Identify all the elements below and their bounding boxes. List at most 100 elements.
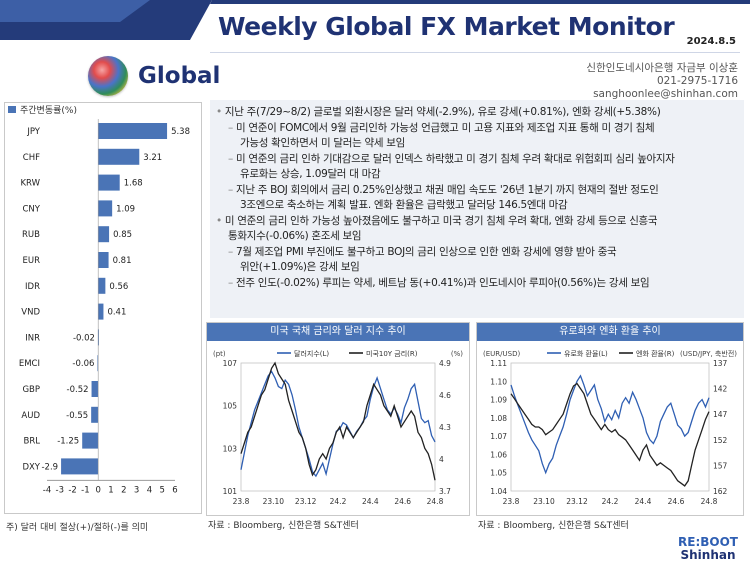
commentary-line: – 전주 인도(-0.02%) 루피는 약세, 베트남 동(+0.41%)과 인도… bbox=[228, 276, 736, 291]
x-tick-label: 24.6 bbox=[668, 497, 685, 506]
y-left-tick-label: 1.04 bbox=[490, 487, 507, 496]
bar-jpy bbox=[98, 123, 168, 139]
x-tick-label: -3 bbox=[56, 485, 64, 495]
bullet-marker: – bbox=[228, 152, 233, 165]
y-left-tick-label: 1.09 bbox=[490, 396, 507, 405]
commentary-text: 미 연준의 금리 인하 기대감으로 달러 인덱스 하락했고 미 경기 침체 우려… bbox=[235, 152, 675, 165]
x-tick-label: 5 bbox=[159, 485, 164, 495]
commentary-line: 가능성 확인하면서 미 달러는 약세 보임 bbox=[240, 136, 748, 151]
commentary-line: 유로화는 상승, 1.09달러 대 마감 bbox=[240, 167, 748, 182]
eur-jpy-chart-title: 유로화와 엔화 환율 추이 bbox=[477, 323, 743, 341]
x-tick-label: 23.8 bbox=[503, 497, 520, 506]
commentary-line: – 미 연준의 금리 인하 기대감으로 달러 인덱스 하락했고 미 경기 침체 우… bbox=[228, 152, 736, 167]
bar-value-label: -0.52 bbox=[67, 385, 89, 395]
bar-chf bbox=[98, 148, 140, 165]
commentary-line: • 지난 주(7/29~8/2) 글로벌 외환시장은 달러 약세(-2.9%), … bbox=[216, 105, 736, 120]
source-note-2: 자료 : Bloomberg, 신한은행 S&T센터 bbox=[478, 521, 629, 531]
bar-category-label: CHF bbox=[23, 153, 40, 163]
y-right-tick-label: 147 bbox=[713, 410, 728, 419]
y-right-tick-label: 142 bbox=[713, 385, 728, 394]
bar-value-label: -1.25 bbox=[57, 437, 79, 447]
x-tick-label: 24.6 bbox=[394, 497, 411, 506]
bar-value-label: 5.38 bbox=[171, 127, 190, 137]
commentary-text: 미 연준의 금리 인하 가능성 높아졌음에도 불구하고 미국 경기 침체 우려 … bbox=[224, 214, 658, 227]
legend-label: 달러지수(L) bbox=[294, 349, 329, 358]
bar-aud bbox=[91, 406, 99, 423]
left-axis-unit: (pt) bbox=[213, 350, 226, 358]
bar-brl bbox=[82, 432, 99, 449]
eur-jpy-chart-box: 유로화와 엔화 환율 추이 (EUR/USD) (USD/JPY, 축반전) 유로화… bbox=[476, 322, 744, 516]
commentary-line: – 미 연준이 FOMC에서 9월 금리인하 가능성 언급했고 미 고용 지표와 … bbox=[228, 121, 736, 136]
x-tick-label: 23.10 bbox=[263, 497, 285, 506]
bar-value-label: 0.56 bbox=[109, 282, 128, 292]
y-right-tick-label: 152 bbox=[713, 436, 728, 445]
commentary-line: • 미 연준의 금리 인하 가능성 높아졌음에도 불구하고 미국 경기 침체 우려… bbox=[216, 214, 736, 229]
series-line bbox=[240, 370, 436, 478]
us-yield-dxy-chart-title: 미국 국채 금리와 달러 지수 추이 bbox=[207, 323, 469, 341]
x-tick-label: 23.12 bbox=[566, 497, 588, 506]
bar-gbp bbox=[91, 381, 99, 397]
y-right-tick-label: 3.7 bbox=[439, 487, 451, 496]
y-left-tick-label: 1.10 bbox=[490, 377, 507, 386]
bar-category-label: VND bbox=[21, 308, 40, 318]
bar-value-label: 0.81 bbox=[113, 256, 132, 266]
x-tick-label: -2 bbox=[68, 485, 76, 495]
logo-line-2: Shinhan bbox=[680, 548, 736, 562]
bar-category-label: AUD bbox=[21, 411, 40, 421]
header-divider bbox=[210, 52, 740, 53]
page-title: Weekly Global FX Market Monitor bbox=[218, 12, 675, 41]
y-right-tick-label: 4 bbox=[439, 455, 444, 464]
commentary-line: 통화지수(-0.06%) 혼조세 보임 bbox=[228, 229, 736, 244]
bar-krw bbox=[98, 174, 120, 191]
header-banner bbox=[0, 0, 750, 40]
x-tick-label: 24.4 bbox=[362, 497, 379, 506]
x-tick-label: -1 bbox=[81, 485, 89, 495]
legend-label: 엔화 환율(R) bbox=[636, 349, 675, 358]
x-tick-label: 2 bbox=[121, 485, 126, 495]
y-left-tick-label: 1.06 bbox=[490, 450, 507, 459]
legend-label: 미국10Y 금리(R) bbox=[366, 349, 418, 358]
report-date: 2024.8.5 bbox=[686, 36, 736, 47]
commentary-text: 통화지수(-0.06%) 혼조세 보임 bbox=[228, 230, 362, 242]
x-tick-label: 23.8 bbox=[233, 497, 250, 506]
y-right-tick-label: 4.9 bbox=[439, 359, 451, 368]
bar-value-label: 3.21 bbox=[143, 153, 162, 163]
contact-name: 신한인도네시아은행 자금부 이상훈 bbox=[586, 62, 738, 74]
bar-category-label: DXY bbox=[22, 462, 40, 472]
commentary-line: 위안(+1.09%)은 강세 보임 bbox=[240, 260, 748, 275]
bar-category-label: EMCI bbox=[19, 359, 40, 369]
bar-category-label: IDR bbox=[25, 282, 40, 292]
y-left-tick-label: 1.07 bbox=[490, 432, 507, 441]
plot-area bbox=[240, 362, 436, 492]
legend-label: 유로화 환율(L) bbox=[564, 349, 608, 358]
x-tick-label: 24.4 bbox=[635, 497, 652, 506]
y-left-tick-label: 1.08 bbox=[490, 414, 507, 423]
right-axis-unit: (USD/JPY, 축반전) bbox=[680, 349, 737, 358]
series-line bbox=[240, 361, 436, 481]
commentary-line: – 지난 주 BOJ 회의에서 금리 0.25%인상했고 채권 매입 속도도 '2… bbox=[228, 183, 736, 198]
y-right-tick-label: 162 bbox=[713, 487, 728, 496]
series-line bbox=[510, 374, 710, 475]
y-left-tick-label: 1.05 bbox=[490, 469, 507, 478]
source-note-1: 자료 : Bloomberg, 신한은행 S&T센터 bbox=[208, 521, 359, 531]
bar-value-label: 1.68 bbox=[124, 179, 143, 189]
bullet-marker: – bbox=[228, 276, 233, 289]
x-tick-label: 23.10 bbox=[533, 497, 555, 506]
commentary-text: 3조엔으로 축소하는 계획 발표. 엔화 환율은 급락했고 달러당 146.5엔… bbox=[240, 199, 568, 211]
bar-value-label: 0.41 bbox=[107, 308, 126, 318]
x-tick-label: 3 bbox=[134, 485, 139, 495]
bar-category-label: GBP bbox=[22, 385, 40, 395]
shinhan-logo: RE:BOOT Shinhan bbox=[678, 536, 738, 562]
us-yield-dxy-chart-box: 미국 국채 금리와 달러 지수 추이 (pt) (%) 달러지수(L) 미국10Y 금… bbox=[206, 322, 470, 516]
commentary-text: 가능성 확인하면서 미 달러는 약세 보임 bbox=[240, 137, 405, 149]
bar-category-label: JPY bbox=[26, 127, 40, 137]
bullet-marker: – bbox=[228, 245, 233, 258]
section-title: Global bbox=[138, 63, 221, 89]
bar-category-label: RUB bbox=[22, 230, 40, 240]
commentary-text: 위안(+1.09%)은 강세 보임 bbox=[240, 261, 360, 273]
commentary-text: 전주 인도(-0.02%) 루피는 약세, 베트남 동(+0.41%)과 인도네… bbox=[235, 276, 650, 289]
logo-line-1: RE:BOOT bbox=[678, 535, 738, 549]
x-tick-label: 4 bbox=[147, 485, 152, 495]
bar-value-label: -0.02 bbox=[73, 333, 95, 343]
x-tick-label: 6 bbox=[172, 485, 177, 495]
